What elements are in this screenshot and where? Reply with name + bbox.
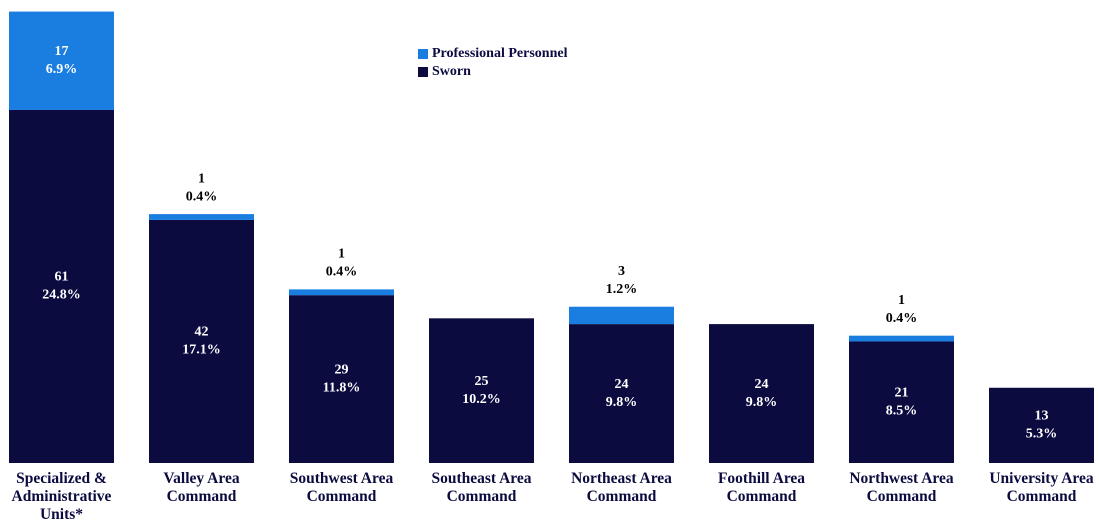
legend-swatch bbox=[418, 67, 428, 77]
share-label: 6.9% bbox=[46, 62, 78, 77]
value-label: 3 bbox=[618, 264, 625, 279]
bar-segment bbox=[289, 295, 394, 463]
share-label: 1.2% bbox=[606, 282, 638, 297]
x-tick-label: Northeast Area Command bbox=[571, 470, 672, 505]
bar-segment bbox=[149, 219, 254, 463]
value-label: 17 bbox=[55, 44, 69, 59]
share-label: 24.8% bbox=[42, 288, 81, 303]
value-label: 29 bbox=[335, 362, 349, 377]
share-label: 5.3% bbox=[1026, 427, 1058, 442]
x-tick-label: Southeast Area Command bbox=[431, 470, 532, 505]
value-label: 61 bbox=[55, 270, 69, 285]
value-label: 1 bbox=[198, 171, 205, 186]
share-label: 8.5% bbox=[886, 403, 918, 418]
bar-segment bbox=[849, 335, 954, 342]
value-label: 13 bbox=[1035, 409, 1049, 424]
legend-label: Sworn bbox=[432, 64, 471, 79]
share-label: 10.2% bbox=[462, 392, 501, 407]
share-label: 0.4% bbox=[886, 311, 918, 326]
share-label: 0.4% bbox=[326, 265, 358, 280]
x-tick-label: Southwest Area Command bbox=[289, 470, 394, 505]
legend-swatch bbox=[418, 49, 428, 59]
share-label: 9.8% bbox=[746, 395, 778, 410]
bar-segment bbox=[849, 341, 954, 463]
value-label: 1 bbox=[898, 293, 905, 308]
bar-segment bbox=[569, 306, 674, 325]
x-tick-label: Foothill Area Command bbox=[717, 470, 806, 505]
share-label: 17.1% bbox=[182, 343, 221, 358]
x-tick-label: Northwest Area Command bbox=[849, 470, 954, 505]
bar-segment bbox=[9, 11, 114, 110]
value-label: 42 bbox=[195, 325, 209, 340]
value-label: 24 bbox=[755, 377, 769, 392]
value-label: 24 bbox=[615, 377, 629, 392]
bar-segment bbox=[289, 289, 394, 296]
bar-segment bbox=[429, 318, 534, 463]
bar-segment bbox=[149, 214, 254, 220]
share-label: 9.8% bbox=[606, 395, 638, 410]
bar-segment bbox=[9, 109, 114, 464]
x-tick-label: Specialized & Administrative Units* bbox=[11, 470, 112, 523]
bar-segment bbox=[569, 324, 674, 463]
legend-label: Professional Personnel bbox=[432, 46, 568, 61]
share-label: 11.8% bbox=[323, 380, 361, 395]
bar-segment bbox=[989, 387, 1094, 463]
x-tick-label: University Area Command bbox=[989, 470, 1094, 505]
value-label: 21 bbox=[895, 385, 909, 400]
x-tick-label: Valley Area Command bbox=[163, 470, 240, 505]
value-label: 1 bbox=[338, 247, 345, 262]
value-label: 25 bbox=[475, 374, 489, 389]
share-label: 0.4% bbox=[186, 189, 218, 204]
bar-segment bbox=[709, 324, 814, 463]
